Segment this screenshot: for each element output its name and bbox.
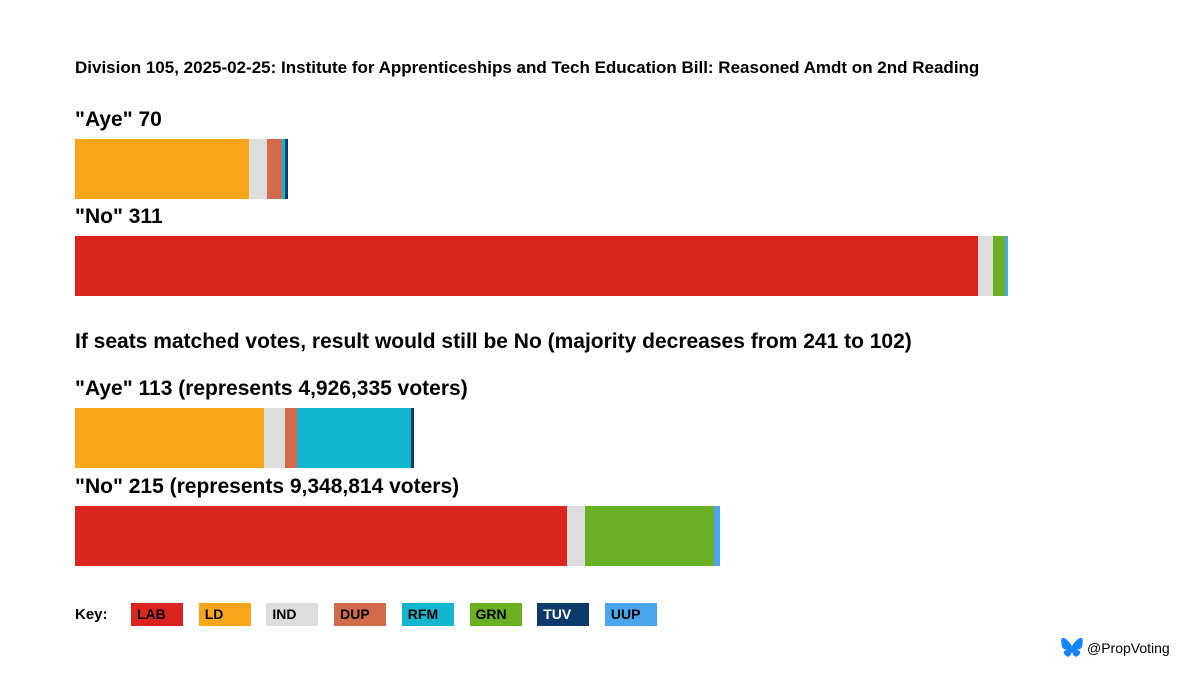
bar-segment-ind — [567, 506, 585, 566]
bar-segment-tuv — [285, 139, 288, 199]
bar-segment-rfm — [282, 139, 285, 199]
bar-segment-ind — [249, 139, 267, 199]
bar-segment-grn — [993, 236, 1005, 296]
key-item-uup: UUP — [604, 603, 657, 626]
key-item-lab: LAB — [131, 603, 183, 626]
bar-segment-uup — [1005, 236, 1008, 296]
bar-segment-ld — [75, 408, 264, 468]
bar-segment-lab — [75, 236, 978, 296]
key-item-ld: LD — [198, 603, 251, 626]
bar-segment-uup — [714, 506, 720, 566]
credit: @PropVoting — [1061, 638, 1170, 657]
bar-segment-ind — [978, 236, 993, 296]
credit-handle: @PropVoting — [1087, 639, 1170, 656]
bar-segment-ld — [75, 139, 249, 199]
aye-actual-bar — [75, 139, 288, 199]
bar-segment-dup — [285, 408, 297, 468]
proportional-result-headline: If seats matched votes, result would sti… — [75, 330, 912, 353]
aye-proportional-label: "Aye" 113 (represents 4,926,335 voters) — [75, 377, 468, 400]
no-proportional-label: "No" 215 (represents 9,348,814 voters) — [75, 475, 460, 498]
key-label: Key: — [75, 606, 108, 623]
no-actual-bar — [75, 236, 1008, 296]
butterfly-icon — [1061, 638, 1083, 657]
no-actual-label: "No" 311 — [75, 205, 163, 228]
key-item-dup: DUP — [334, 603, 387, 626]
bar-segment-dup — [267, 139, 282, 199]
bar-segment-grn — [585, 506, 714, 566]
bar-segment-tuv — [411, 408, 414, 468]
key-item-tuv: TUV — [537, 603, 590, 626]
no-proportional-bar — [75, 506, 720, 566]
aye-actual-label: "Aye" 70 — [75, 108, 162, 131]
aye-proportional-bar — [75, 408, 414, 468]
bar-segment-ind — [264, 408, 285, 468]
chart-title: Division 105, 2025-02-25: Institute for … — [75, 58, 980, 77]
key-item-rfm: RFM — [401, 603, 454, 626]
bar-segment-rfm — [297, 408, 411, 468]
key-item-ind: IND — [266, 603, 319, 626]
bar-segment-lab — [75, 506, 567, 566]
key-item-grn: GRN — [469, 603, 522, 626]
